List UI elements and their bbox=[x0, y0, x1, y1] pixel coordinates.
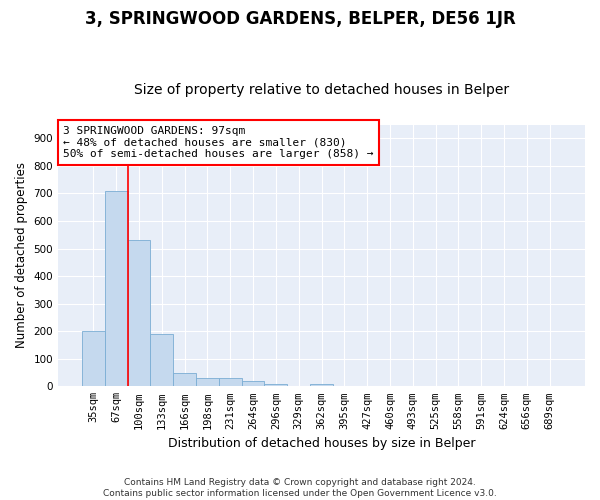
Text: 3 SPRINGWOOD GARDENS: 97sqm
← 48% of detached houses are smaller (830)
50% of se: 3 SPRINGWOOD GARDENS: 97sqm ← 48% of det… bbox=[64, 126, 374, 159]
Bar bbox=[242, 381, 265, 386]
Title: Size of property relative to detached houses in Belper: Size of property relative to detached ho… bbox=[134, 83, 509, 97]
Y-axis label: Number of detached properties: Number of detached properties bbox=[15, 162, 28, 348]
Text: 3, SPRINGWOOD GARDENS, BELPER, DE56 1JR: 3, SPRINGWOOD GARDENS, BELPER, DE56 1JR bbox=[85, 10, 515, 28]
Bar bbox=[219, 378, 242, 386]
Bar bbox=[265, 384, 287, 386]
Bar bbox=[310, 384, 333, 386]
Bar bbox=[82, 331, 105, 386]
Bar bbox=[196, 378, 219, 386]
Bar bbox=[105, 190, 128, 386]
Bar bbox=[128, 240, 151, 386]
Bar bbox=[151, 334, 173, 386]
Text: Contains HM Land Registry data © Crown copyright and database right 2024.
Contai: Contains HM Land Registry data © Crown c… bbox=[103, 478, 497, 498]
Bar bbox=[173, 372, 196, 386]
X-axis label: Distribution of detached houses by size in Belper: Distribution of detached houses by size … bbox=[168, 437, 475, 450]
